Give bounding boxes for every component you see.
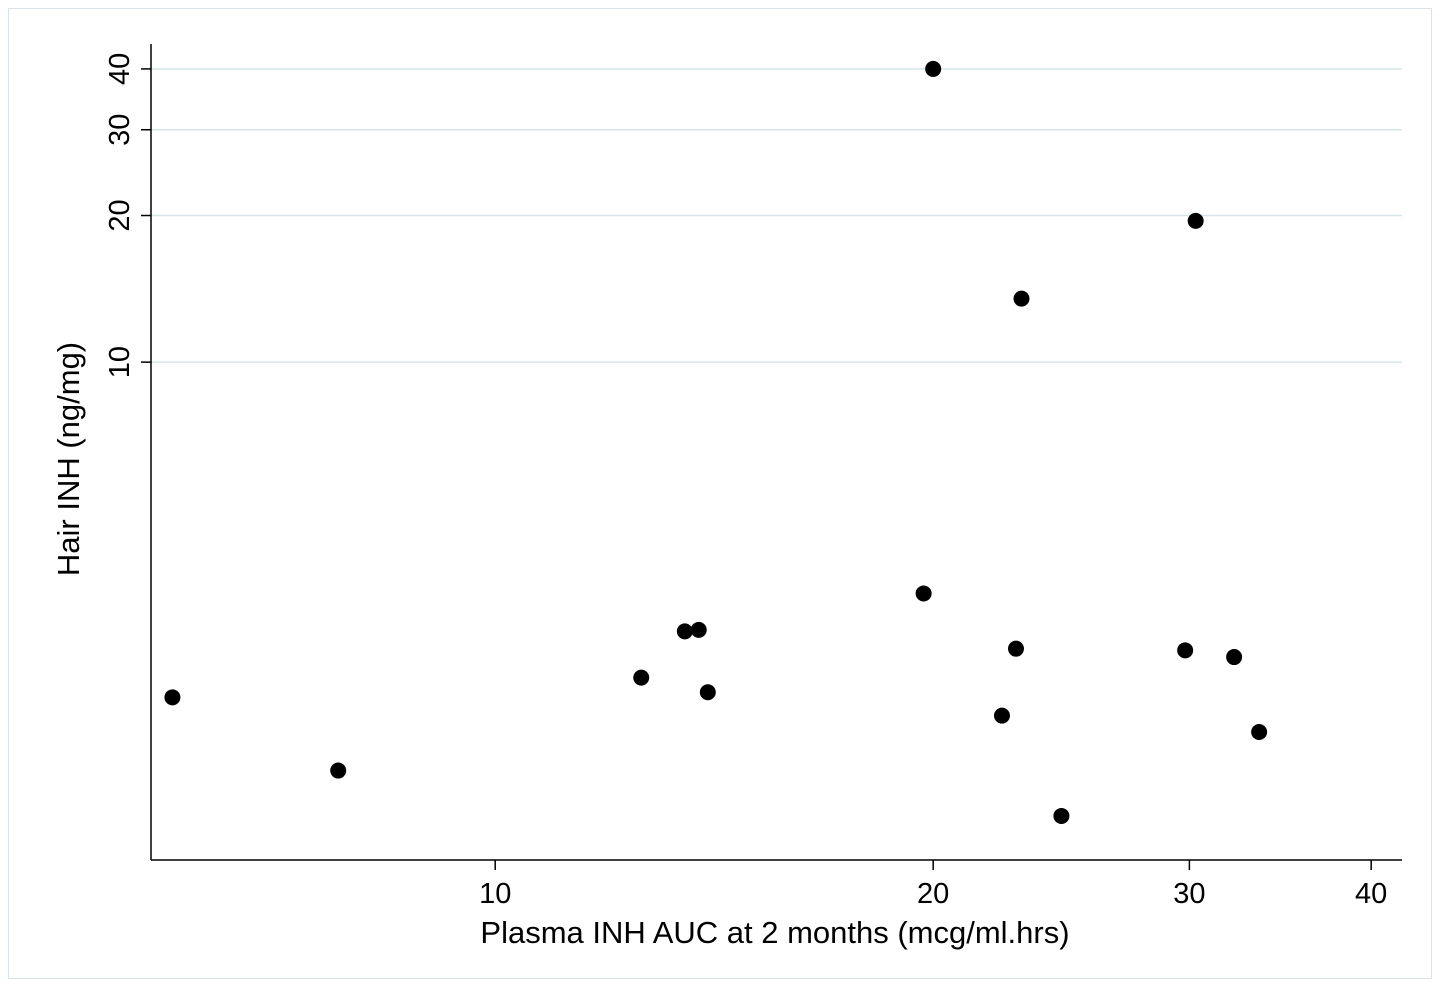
data-point	[1013, 291, 1029, 307]
axes	[151, 44, 1402, 860]
y-tick-label: 20	[104, 199, 136, 231]
data-point	[164, 689, 180, 705]
data-point	[1188, 213, 1204, 229]
data-point	[916, 585, 932, 601]
y-tick-label: 40	[104, 53, 136, 85]
data-point	[330, 763, 346, 779]
x-ticks: 10 20 30 40	[479, 860, 1387, 910]
data-point	[1177, 642, 1193, 658]
x-tick-label: 10	[479, 878, 511, 910]
x-axis-title: Plasma INH AUC at 2 months (mcg/ml.hrs)	[480, 915, 1069, 950]
data-point	[1053, 808, 1069, 824]
y-tick-label: 30	[104, 114, 136, 146]
data-point	[1226, 649, 1242, 665]
y-axis-title: Hair INH (ng/mg)	[51, 342, 86, 576]
scatter-chart: 10 20 30 40 10 20 30 40 Plasma INH AUC at 2 mo…	[9, 9, 1433, 980]
data-point	[1008, 641, 1024, 657]
y-tick-label: 10	[104, 346, 136, 378]
data-point	[1251, 724, 1267, 740]
y-ticks: 10 20 30 40	[104, 53, 151, 378]
x-tick-label: 40	[1355, 878, 1387, 910]
x-tick-label: 30	[1173, 878, 1205, 910]
data-point	[700, 684, 716, 700]
data-point	[633, 670, 649, 686]
chart-frame: 10 20 30 40 10 20 30 40 Plasma INH AUC at 2 mo…	[8, 8, 1432, 979]
gridlines	[151, 69, 1402, 362]
data-points	[164, 61, 1267, 824]
x-tick-label: 20	[917, 878, 949, 910]
data-point	[691, 622, 707, 638]
data-point	[677, 623, 693, 639]
data-point	[925, 61, 941, 77]
data-point	[994, 708, 1010, 724]
